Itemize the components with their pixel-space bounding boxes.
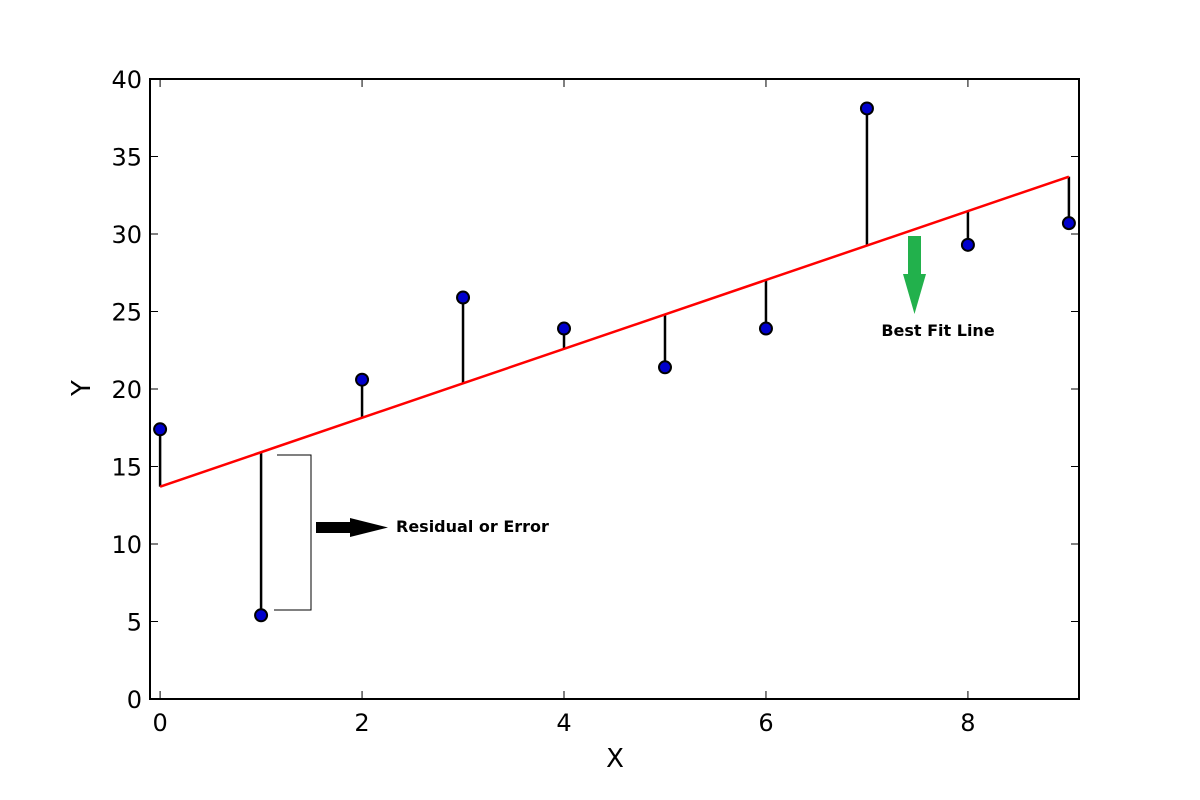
residual-annotation: Residual or Error [274,454,549,611]
x-tick-label: 6 [758,709,773,737]
data-point [1061,216,1076,231]
y-tick-label: 0 [127,686,142,714]
x-tick-label: 0 [152,709,167,737]
y-tick-label: 10 [111,531,142,559]
data-point [456,290,471,305]
y-tick-label: 25 [111,299,142,327]
best-fit-annotation: Best Fit Line [881,236,995,340]
x-axis-label: X [606,744,624,774]
data-point [657,360,672,375]
residual-label: Residual or Error [396,517,549,536]
residual-bracket [274,454,312,611]
data-point [355,372,370,387]
best-fit-arrow-icon [903,236,926,314]
y-tick-label: 15 [111,454,142,482]
tick-layer: 0 2 4 6 8 0 5 10 15 20 25 30 35 40 [111,66,1079,737]
data-point [758,321,773,336]
residual-arrow-icon [316,518,388,537]
y-tick-label: 30 [111,221,142,249]
x-tick-label: 4 [556,709,571,737]
data-point [557,321,572,336]
y-tick-label: 5 [127,609,142,637]
data-point [254,608,269,623]
plot-layer [153,101,1076,623]
y-tick-label: 35 [111,144,142,172]
y-axis-label: Y [67,380,97,397]
best-fit-label: Best Fit Line [881,321,994,340]
y-tick-label: 40 [111,66,142,94]
data-point [859,101,874,116]
data-point [153,422,168,437]
best-fit-line [159,175,1070,488]
data-point [960,237,975,252]
x-tick-label: 2 [354,709,369,737]
y-tick-label: 20 [111,376,142,404]
plot-frame [149,78,1080,700]
x-tick-label: 8 [960,709,975,737]
